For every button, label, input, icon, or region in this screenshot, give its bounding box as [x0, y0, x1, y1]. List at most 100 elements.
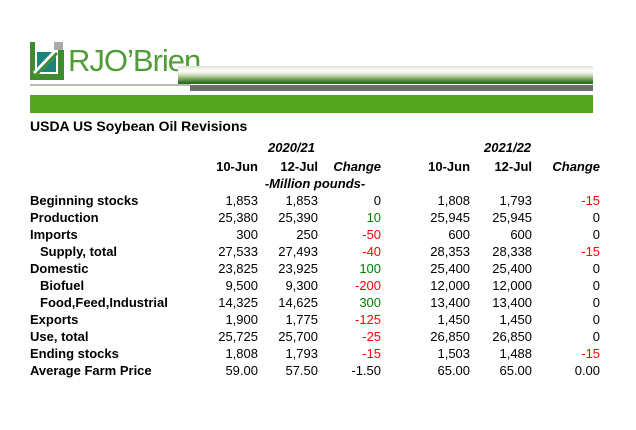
row-label: Food,Feed,Industrial: [40, 295, 168, 310]
value-cell: 600: [510, 227, 533, 242]
table-row: Domestic 23,825 23,925 100 25,400 25,400…: [30, 260, 600, 277]
value-cell: 25,725: [218, 329, 258, 344]
value-cell: 25,945: [492, 210, 533, 225]
value-cell: 12,000: [492, 278, 533, 293]
row-label: Beginning stocks: [30, 193, 139, 208]
table-row: Exports 1,900 1,775 -125 1,450 1,450 0: [30, 311, 600, 328]
masthead-gradient-band: [178, 66, 593, 84]
marketing-year-2020-21: 2020/21: [268, 140, 316, 155]
value-cell: 14,325: [218, 295, 258, 310]
col-header-10jun-2: 10-Jun: [428, 159, 471, 174]
row-label: Exports: [30, 312, 79, 327]
units-row: -Million pounds-: [30, 174, 600, 192]
value-cell: 28,353: [430, 244, 471, 259]
value-cell: 600: [448, 227, 471, 242]
marketing-year-header-row: 2020/21 2021/22: [30, 136, 600, 155]
table-row: Imports 300 250 -50 600 600 0: [30, 226, 600, 243]
value-cell: 13,400: [492, 295, 533, 310]
value-cell: 57.50: [285, 363, 318, 378]
value-cell: 1,793: [499, 193, 533, 208]
value-cell: 250: [296, 227, 318, 242]
value-cell: 12,000: [430, 278, 471, 293]
value-cell: 1,793: [285, 346, 318, 361]
value-cell: 13,400: [430, 295, 471, 310]
change-cell: 0: [592, 261, 601, 276]
change-cell: 0.00: [574, 363, 601, 378]
change-cell: -15: [362, 346, 382, 361]
change-cell: 100: [359, 261, 382, 276]
change-cell: -50: [362, 227, 382, 242]
value-cell: 25,400: [492, 261, 533, 276]
value-cell: 14,625: [278, 295, 318, 310]
value-cell: 59.00: [225, 363, 258, 378]
marketing-year-2021-22: 2021/22: [484, 140, 532, 155]
value-cell: 25,380: [218, 210, 258, 225]
table-row: Ending stocks 1,808 1,793 -15 1,503 1,48…: [30, 345, 600, 362]
masthead-green-bar: [30, 95, 593, 113]
row-label: Domestic: [30, 261, 89, 276]
change-cell: 10: [366, 210, 382, 225]
value-cell: 25,700: [278, 329, 318, 344]
value-cell: 25,945: [430, 210, 471, 225]
change-cell: -1.50: [351, 363, 382, 378]
table-row: Supply, total 27,533 27,493 -40 28,353 2…: [30, 243, 600, 260]
change-cell: -125: [355, 312, 382, 327]
col-header-12jul-1: 12-Jul: [280, 159, 318, 174]
value-cell: 28,338: [492, 244, 533, 259]
value-cell: 1,450: [437, 312, 471, 327]
table-row: Food,Feed,Industrial 14,325 14,625 300 1…: [30, 294, 600, 311]
value-cell: 1,853: [225, 193, 258, 208]
value-cell: 1,450: [499, 312, 533, 327]
table-row: Biofuel 9,500 9,300 -200 12,000 12,000 0: [30, 277, 600, 294]
change-cell: -25: [362, 329, 382, 344]
spacer-cell: [30, 155, 202, 174]
masthead-gray-rule: [190, 85, 593, 91]
row-label: Average Farm Price: [30, 363, 152, 378]
value-cell: 1,488: [499, 346, 533, 361]
table-row: Beginning stocks 1,853 1,853 0 1,808 1,7…: [30, 192, 600, 209]
value-cell: 1,900: [225, 312, 258, 327]
change-cell: -15: [581, 244, 601, 259]
value-cell: 9,500: [225, 278, 258, 293]
row-label: Biofuel: [40, 278, 85, 293]
value-cell: 25,390: [278, 210, 318, 225]
change-cell: -200: [355, 278, 382, 293]
value-cell: 1,808: [437, 193, 471, 208]
spacer-cell: [30, 136, 202, 155]
revisions-table: 2020/21 2021/22 10-Jun 12-Jul Change 10-…: [30, 136, 600, 379]
value-cell: 65.00: [437, 363, 471, 378]
revisions-table-grid: 2020/21 2021/22 10-Jun 12-Jul Change 10-…: [30, 136, 600, 379]
units-label: -Million pounds-: [264, 175, 366, 191]
row-label: Imports: [30, 227, 78, 242]
change-cell: 0: [592, 329, 601, 344]
table-row: Production 25,380 25,390 10 25,945 25,94…: [30, 209, 600, 226]
table-row: Use, total 25,725 25,700 -25 26,850 26,8…: [30, 328, 600, 345]
change-cell: 0: [592, 210, 601, 225]
column-header-row: 10-Jun 12-Jul Change 10-Jun 12-Jul Chang…: [30, 155, 600, 174]
value-cell: 1,853: [285, 193, 318, 208]
logo-underline-rule: [30, 84, 190, 86]
value-cell: 1,503: [437, 346, 471, 361]
value-cell: 1,808: [225, 346, 258, 361]
change-cell: 0: [592, 278, 601, 293]
change-cell: 0: [373, 193, 382, 208]
value-cell: 26,850: [430, 329, 471, 344]
value-cell: 9,300: [285, 278, 318, 293]
col-header-10jun-1: 10-Jun: [216, 159, 258, 174]
change-cell: 300: [359, 295, 382, 310]
change-cell: -15: [581, 346, 601, 361]
col-header-change-1: Change: [333, 159, 382, 174]
rjobrien-logo-icon: [30, 42, 64, 82]
value-cell: 1,775: [285, 312, 318, 327]
table-row: Average Farm Price 59.00 57.50 -1.50 65.…: [30, 362, 600, 379]
col-header-change-2: Change: [552, 159, 601, 174]
value-cell: 23,825: [218, 261, 258, 276]
row-label: Ending stocks: [30, 346, 119, 361]
value-cell: 25,400: [430, 261, 471, 276]
col-header-12jul-2: 12-Jul: [494, 159, 533, 174]
value-cell: 26,850: [492, 329, 533, 344]
value-cell: 23,925: [278, 261, 318, 276]
change-cell: 0: [592, 295, 601, 310]
row-label: Supply, total: [40, 244, 118, 259]
value-cell: 65.00: [499, 363, 533, 378]
